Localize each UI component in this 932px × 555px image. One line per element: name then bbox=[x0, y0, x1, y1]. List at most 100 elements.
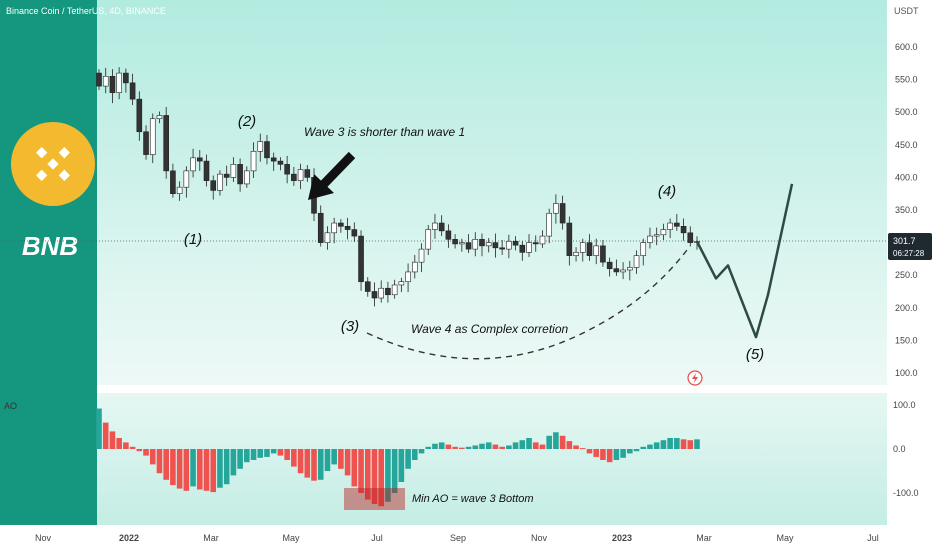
ao-bar bbox=[519, 440, 526, 449]
ao-bar bbox=[223, 449, 230, 485]
ao-bar bbox=[203, 449, 210, 491]
ao-bar bbox=[149, 449, 156, 465]
ao-bar bbox=[270, 449, 277, 454]
ao-pane-label: AO bbox=[4, 401, 17, 411]
ao-bar bbox=[425, 446, 432, 449]
time-axis: Nov 2022 Mar May Jul Sep Nov 2023 Mar May Jul bbox=[35, 533, 879, 543]
candle-body bbox=[667, 222, 673, 230]
candle-body bbox=[425, 229, 432, 250]
candle-body bbox=[270, 157, 277, 162]
wave1-label: (1) bbox=[184, 231, 202, 248]
candle-body bbox=[613, 268, 620, 273]
candle-body bbox=[438, 222, 445, 232]
candle-body bbox=[304, 169, 311, 178]
price-tag-value: 301.7 bbox=[893, 236, 916, 246]
ao-bar bbox=[143, 449, 149, 456]
candle-body bbox=[317, 212, 324, 243]
ao-bar bbox=[593, 449, 600, 457]
time-tick-label: Nov bbox=[531, 533, 548, 543]
symbol-title[interactable]: Binance Coin / TetherUS, 4D, BINANCE bbox=[6, 6, 166, 16]
ao-bar bbox=[317, 449, 324, 480]
candle-body bbox=[559, 203, 566, 224]
ao-bar bbox=[647, 444, 653, 449]
ao-bar bbox=[579, 448, 586, 450]
bnb-ticker-label: BNB bbox=[22, 231, 78, 261]
candle-body bbox=[196, 157, 203, 162]
candle-body bbox=[203, 160, 210, 181]
candle-body bbox=[633, 255, 640, 268]
candle-body bbox=[277, 160, 284, 165]
candle-body bbox=[579, 242, 586, 253]
wave5-projection-line bbox=[695, 183, 794, 339]
ao-bar bbox=[250, 449, 257, 460]
ao-bar bbox=[237, 449, 243, 469]
candle-body bbox=[284, 164, 290, 175]
ao-bar bbox=[176, 449, 183, 489]
candle-body bbox=[620, 269, 626, 273]
candle-body bbox=[136, 98, 143, 133]
ao-bar bbox=[210, 449, 217, 493]
candle-body bbox=[647, 235, 653, 243]
ao-bar bbox=[170, 449, 176, 486]
time-tick-label: Jul bbox=[867, 533, 879, 543]
ao-bar bbox=[304, 449, 311, 478]
ao-axis: 100.0 0.0 -100.0 bbox=[893, 400, 919, 498]
candle-body bbox=[217, 173, 223, 191]
candle-body bbox=[573, 252, 579, 256]
candle-body bbox=[129, 82, 136, 100]
wave4-dashed-arc bbox=[366, 245, 691, 360]
time-tick-label: Nov bbox=[35, 533, 52, 543]
candle-body bbox=[418, 248, 425, 263]
ao-bar bbox=[452, 446, 458, 449]
wave4-note: Wave 4 as Complex corretion bbox=[411, 322, 569, 336]
candle-body bbox=[405, 271, 411, 283]
candle-body bbox=[472, 239, 479, 250]
ao-bar bbox=[129, 446, 136, 449]
ao-bar bbox=[432, 443, 438, 449]
price-tick-label: 250.0 bbox=[895, 270, 918, 280]
candle-body bbox=[183, 170, 190, 188]
candle-body bbox=[492, 242, 499, 249]
ao-bar bbox=[499, 446, 505, 449]
price-axis: 600.0 550.0 500.0 450.0 400.0 350.0 250.0 200.0… bbox=[895, 42, 918, 378]
ao-bar bbox=[136, 449, 143, 452]
ao-bar bbox=[573, 445, 579, 449]
ao-bar bbox=[297, 449, 304, 474]
time-tick-label: 2022 bbox=[119, 533, 139, 543]
time-tick-label: Sep bbox=[450, 533, 466, 543]
time-tick-label: May bbox=[776, 533, 794, 543]
candle-body bbox=[331, 222, 337, 234]
candle-body bbox=[149, 118, 156, 155]
ao-bar bbox=[606, 449, 613, 463]
ao-bar bbox=[660, 440, 667, 449]
ao-bar bbox=[391, 449, 398, 493]
candle-body bbox=[123, 72, 129, 84]
price-tick-label: 200.0 bbox=[895, 303, 918, 313]
candle-body bbox=[324, 232, 331, 243]
candle-body bbox=[344, 226, 351, 230]
ao-tick-label: 0.0 bbox=[893, 444, 906, 454]
ao-bar bbox=[196, 449, 203, 490]
ao-bar bbox=[465, 446, 472, 449]
ao-bar bbox=[559, 435, 566, 449]
bnb-logo-icon bbox=[11, 122, 95, 206]
ao-bar bbox=[472, 445, 479, 449]
ao-bar bbox=[506, 445, 512, 449]
candle-series bbox=[96, 67, 700, 307]
candle-body bbox=[102, 76, 109, 87]
pointer-arrow-icon bbox=[308, 151, 356, 200]
price-tick-label: 150.0 bbox=[895, 335, 918, 345]
candle-body bbox=[391, 284, 398, 296]
lightning-event-icon[interactable] bbox=[687, 370, 703, 386]
price-axis-background bbox=[887, 0, 932, 550]
ao-bar bbox=[96, 408, 102, 449]
time-tick-label: May bbox=[282, 533, 300, 543]
ao-bar bbox=[371, 449, 378, 504]
ao-bar bbox=[364, 449, 371, 500]
ao-bar bbox=[653, 442, 660, 449]
candle-body bbox=[600, 245, 606, 263]
candle-body bbox=[143, 131, 149, 155]
ao-bar bbox=[667, 438, 673, 449]
candle-body bbox=[398, 281, 405, 286]
